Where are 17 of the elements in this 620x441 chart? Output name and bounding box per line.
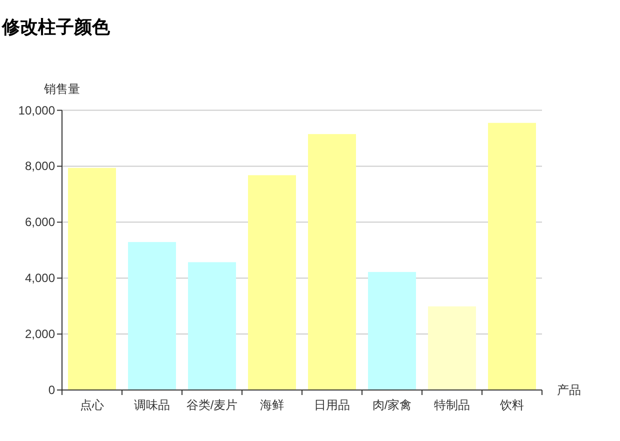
y-axis-title: 销售量 [43,82,80,96]
x-tick-label: 日用品 [314,398,350,412]
x-tick-label: 肉/家禽 [372,398,412,412]
y-tick-label: 2,000 [24,327,56,342]
chart-title: 修改柱子颜色 [1,17,111,37]
x-tick-label: 饮料 [499,398,524,412]
y-tick-label: 6,000 [24,215,56,230]
x-tick-label: 点心 [80,398,104,412]
x-tick-label: 海鲜 [260,398,284,412]
x-tick-label: 调味品 [134,398,170,412]
y-tick-label: 4,000 [24,271,56,286]
x-tick-label: 特制品 [434,398,470,412]
x-tick-label: 谷类/麦片 [186,398,238,412]
y-tick-label: 8,000 [24,159,56,174]
x-axis-title: 产品 [557,383,581,397]
y-tick-label: 0 [48,383,56,397]
y-tick-label: 10,000 [18,103,56,118]
